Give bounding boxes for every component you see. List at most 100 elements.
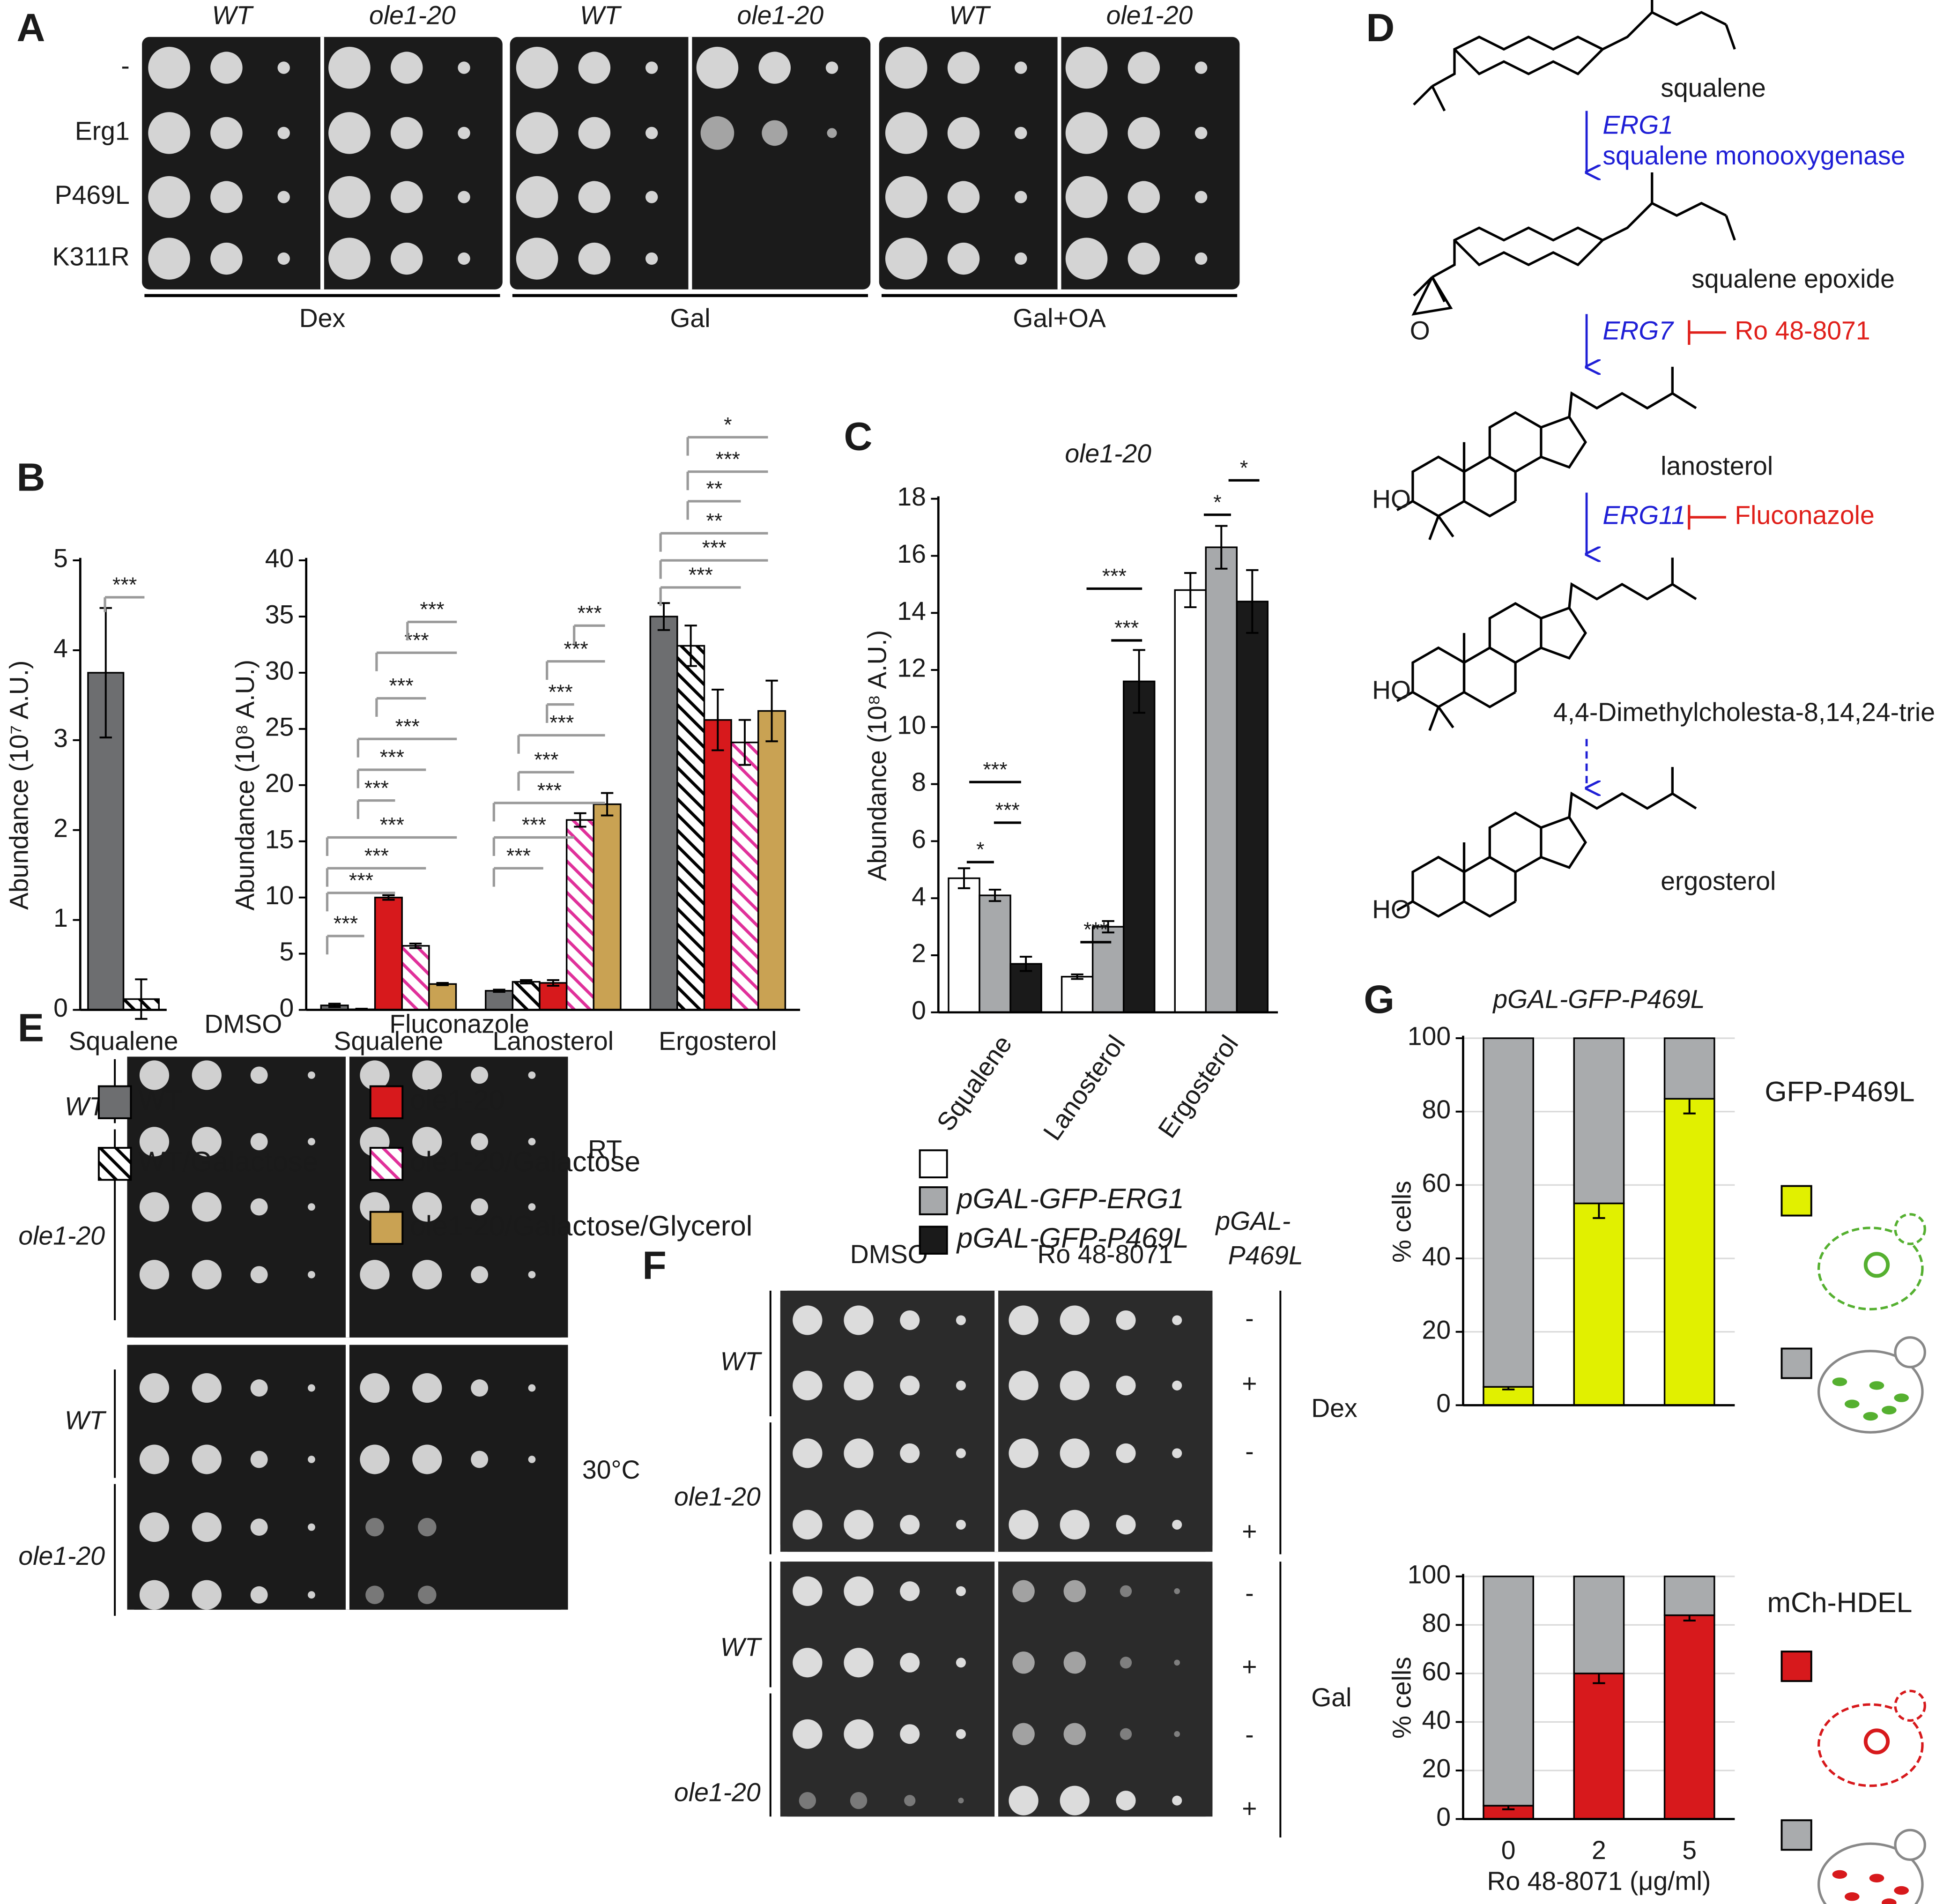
significance-label: *** <box>420 598 444 621</box>
colony-spot <box>700 116 734 150</box>
colony-spot <box>471 1198 489 1216</box>
legend-label: pGAL-GFP-P469L <box>956 1222 1189 1254</box>
significance-label: *** <box>395 714 420 738</box>
aggregate-icon <box>1869 1381 1884 1390</box>
atom-label: O <box>1410 316 1430 345</box>
legend-swatch <box>919 1226 948 1255</box>
colony-spot <box>1116 1310 1136 1331</box>
colony-spot <box>139 1512 170 1542</box>
y-tick-label: 20 <box>1422 1315 1451 1344</box>
construct-header: pGAL- <box>1215 1206 1291 1235</box>
colony-spot <box>645 61 658 74</box>
colony-spot <box>365 1517 384 1537</box>
legend-label: WT/Galactose <box>138 1145 318 1177</box>
x-tick-label: Lanosterol <box>1038 1030 1131 1145</box>
legend-swatch <box>919 1149 948 1179</box>
colony-spot <box>277 191 290 203</box>
legend-label: pGAL-GFP-ERG1 <box>956 1183 1184 1214</box>
y-tick-label: 35 <box>265 600 294 629</box>
bar <box>730 741 759 1011</box>
colony-spot <box>900 1724 920 1744</box>
colony-spot <box>1060 1785 1090 1815</box>
colony-spot <box>458 191 470 203</box>
significance-label: *** <box>549 680 573 704</box>
strain-label: ole1-20 <box>1106 0 1193 30</box>
colony-spot <box>308 1384 315 1392</box>
aggregate-icon <box>1882 1898 1897 1904</box>
legend-swatch <box>919 1186 948 1215</box>
construct-header: P469L <box>1228 1241 1303 1270</box>
y-tick-label: 40 <box>1422 1242 1451 1271</box>
colony-spot <box>956 1380 966 1391</box>
colony-spot <box>645 126 658 140</box>
colony-spot <box>412 1060 442 1090</box>
y-tick-label: 12 <box>897 654 926 683</box>
colony-spot <box>1174 1659 1180 1666</box>
colony-spot <box>1174 1731 1180 1737</box>
significance-label: * <box>1213 491 1221 514</box>
colony-spot <box>471 1450 489 1468</box>
colony-spot <box>1060 1438 1090 1468</box>
panel-label: G <box>1364 977 1395 1021</box>
aggregate-icon <box>1869 1874 1884 1882</box>
colony-spot <box>192 1512 222 1542</box>
colony-spot <box>210 52 243 84</box>
colony-spot <box>1127 52 1160 84</box>
colony-spot <box>139 1060 170 1090</box>
treatment-label: DMSO <box>204 1009 282 1038</box>
y-tick-label: 60 <box>1422 1168 1451 1197</box>
colony-spot <box>277 252 290 265</box>
colony-spot <box>793 1510 823 1540</box>
bar <box>649 616 678 1011</box>
significance-label: * <box>1240 456 1248 479</box>
colony-spot <box>528 1384 536 1392</box>
strain-label: ole1-20 <box>18 1221 105 1250</box>
legend-label: ole1-20 <box>410 1084 504 1116</box>
ring <box>1488 411 1543 473</box>
colony-spot <box>148 176 190 218</box>
strain-label: WT <box>65 1406 107 1435</box>
medium-label: Dex <box>1311 1394 1357 1423</box>
y-tick-label: 0 <box>53 993 68 1022</box>
ring <box>1411 855 1466 918</box>
bar-segment <box>1483 1576 1534 1807</box>
panel-label: B <box>16 455 45 499</box>
colony-spot <box>412 1373 442 1403</box>
x-tick-label: 5 <box>1682 1836 1697 1865</box>
bud-icon <box>1894 1829 1926 1861</box>
strain-label: WT <box>949 0 991 30</box>
colony-spot <box>762 120 788 146</box>
colony-spot <box>308 1591 315 1599</box>
colony-spot <box>148 46 190 89</box>
colony-spot <box>793 1438 823 1468</box>
significance-label: *** <box>364 844 389 867</box>
colony-spot <box>516 46 558 89</box>
y-tick-label: 100 <box>1408 1560 1451 1589</box>
y-tick-label: 16 <box>897 539 926 568</box>
colony-spot <box>250 1198 268 1216</box>
colony-spot <box>1015 252 1027 265</box>
colony-spot <box>844 1305 874 1335</box>
significance-label: *** <box>364 776 389 800</box>
bar <box>757 710 786 1011</box>
colony-spot <box>148 112 190 154</box>
colony-spot <box>956 1729 966 1739</box>
bud-icon <box>1894 1689 1926 1722</box>
colony-spot <box>1194 126 1208 140</box>
colony-spot <box>1127 181 1160 213</box>
y-tick-label: 0 <box>280 993 294 1022</box>
legend-swatch <box>369 1146 404 1181</box>
colony-spot <box>192 1192 222 1222</box>
y-tick-label: 6 <box>912 825 926 854</box>
ring <box>1488 811 1543 874</box>
chart-title: pGAL-GFP-P469L <box>1492 985 1705 1014</box>
atom-label: HO <box>1372 485 1411 514</box>
x-tick-label: 2 <box>1592 1836 1606 1865</box>
chain <box>1725 215 1736 241</box>
treatment-label: Ro 48-8071 <box>1037 1240 1172 1269</box>
legend-swatch <box>1780 1347 1812 1379</box>
colony-spot <box>956 1315 966 1325</box>
x-tick-label: Lanosterol <box>493 1026 614 1056</box>
colony-spot <box>528 1271 536 1279</box>
